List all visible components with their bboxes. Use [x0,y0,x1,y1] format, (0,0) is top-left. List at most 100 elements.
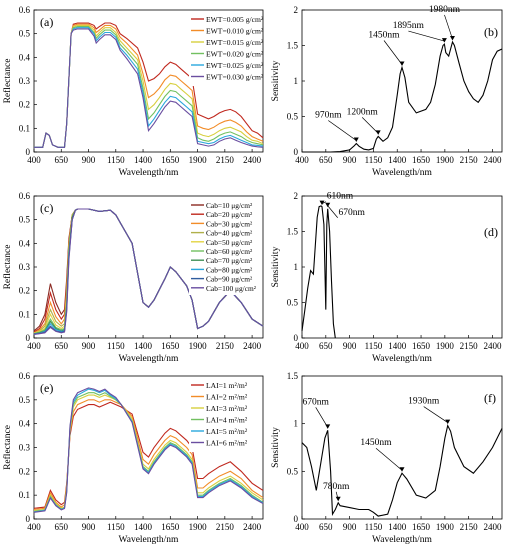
chart-panel-2: 400 650 900 1150 1400 1650 1900 2150 2400 0 0.5 1 1.… [271,5,503,178]
y-tick-label: 0.2 [19,466,30,476]
x-tick-label: 1400 [388,522,407,532]
x-tick-label: 1400 [134,155,153,165]
x-tick-label: 400 [295,522,309,532]
y-tick-label: 0.5 [19,215,31,225]
y-tick-label: 0.5 [287,298,299,308]
annotation-label: 1930nm [408,397,440,407]
annotation-label: 670nm [303,397,330,407]
panel-label: (f) [484,391,496,405]
y-tick-label: 0.1 [19,490,30,500]
legend-label: EWT=0.020 g/cm² [206,50,264,59]
x-tick-label: 1400 [388,155,407,165]
y-tick-label: 0.2 [19,286,30,296]
y-tick-label: 2 [294,191,299,201]
x-tick-label: 400 [295,341,309,351]
x-tick-label: 2400 [243,155,262,165]
annotation-label: 1450nm [368,31,400,41]
y-tick-label: 0.6 [19,371,31,381]
x-tick-label: 400 [27,155,41,165]
plot-frame [301,195,503,339]
y-tick-label: 0.3 [19,443,31,453]
legend-label: LAI=4 m²/m² [206,416,248,425]
y-tick-label: 0.5 [287,466,299,476]
x-tick-label: 2150 [216,341,235,351]
y-axis-label: Sensitivity [271,427,281,468]
y-tick-label: 0.2 [19,100,30,110]
annotation-arrowhead [335,496,341,502]
x-tick-label: 2150 [460,155,479,165]
annotation-arrowhead [353,137,359,142]
x-tick-label: 1650 [412,155,431,165]
annotation-arrowhead [399,467,405,472]
y-tick-label: 0.5 [19,29,31,39]
x-tick-label: 1900 [436,155,455,165]
legend-label: EWT=0.015 g/cm² [206,38,264,47]
annotation-arrow [328,120,357,141]
x-tick-label: 1900 [189,341,208,351]
x-tick-label: 2400 [483,155,502,165]
y-tick-label: 0.5 [287,112,299,122]
x-tick-label: 400 [295,155,309,165]
x-axis-label: Wavelength/nm [119,535,180,545]
x-tick-label: 1900 [189,522,208,532]
chart-panel-4: 400 650 900 1150 1400 1650 1900 2150 2400 0 0.5 1 1.… [271,191,503,364]
x-tick-label: 1650 [161,522,180,532]
x-tick-label: 650 [55,522,69,532]
x-tick-label: 2150 [460,341,479,351]
legend-label: Cab=70 μg/cm² [206,256,253,265]
plot-frame [301,9,503,153]
chart-panel-5: 400 650 900 1150 1400 1650 1900 2150 2400 0 0.1 0.2… [2,371,264,545]
y-tick-label: 0 [294,333,299,343]
x-tick-label: 1900 [436,522,455,532]
panel-label: (d) [484,225,498,239]
x-tick-label: 1650 [412,341,431,351]
x-tick-label: 400 [27,341,41,351]
series-line-1 [302,40,503,153]
legend-label: LAI=2 m²/m² [206,393,248,402]
x-tick-label: 2150 [216,155,235,165]
legend-label: LAI=1 m²/m² [206,381,248,390]
y-tick-label: 0.5 [19,395,31,405]
x-tick-label: 1400 [134,341,153,351]
annotation-label: 1200nm [347,107,379,117]
annotation-arrowhead [375,130,381,135]
x-tick-label: 1900 [436,341,455,351]
y-tick-label: 1 [294,419,299,429]
y-axis-label: Reflectance [2,59,13,104]
panel-label: (b) [484,25,498,39]
legend-label: EWT=0.030 g/cm² [206,73,264,82]
y-tick-label: 2 [294,5,299,15]
annotation-arrow [444,14,453,40]
y-tick-label: 0 [294,147,299,157]
series-line-1 [301,205,336,339]
y-tick-label: 0.6 [19,5,31,15]
x-tick-label: 1150 [107,155,125,165]
x-axis-label: Wavelength/nm [119,354,180,364]
annotation-arrow [423,406,448,423]
annotation-arrow [361,117,379,134]
x-tick-label: 900 [343,155,357,165]
legend-label: EWT=0.005 g/cm² [206,15,264,24]
annotation-label: 780nm [323,482,350,492]
x-tick-label: 900 [82,155,96,165]
legend-label: EWT=0.010 g/cm² [206,27,264,36]
annotation-arrow [408,30,445,42]
y-tick-label: 0.1 [19,309,30,319]
legend-label: Cab=30 μg/cm² [206,219,253,228]
y-axis-label: Reflectance [2,245,13,290]
y-tick-label: 0.3 [19,76,31,86]
panel-label: (e) [40,381,53,395]
legend-label: Cab=80 μg/cm² [206,265,253,274]
annotation-arrowhead [399,61,405,67]
x-axis-label: Wavelength/nm [372,168,433,178]
x-tick-label: 2400 [243,522,262,532]
annotation-label: 670nm [339,208,366,218]
annotation-label: 1450nm [360,438,392,448]
x-tick-label: 1900 [189,155,208,165]
x-tick-label: 650 [319,341,333,351]
x-tick-label: 1150 [365,522,383,532]
series-line-10 [33,208,264,335]
annotation-arrowhead [325,202,331,208]
